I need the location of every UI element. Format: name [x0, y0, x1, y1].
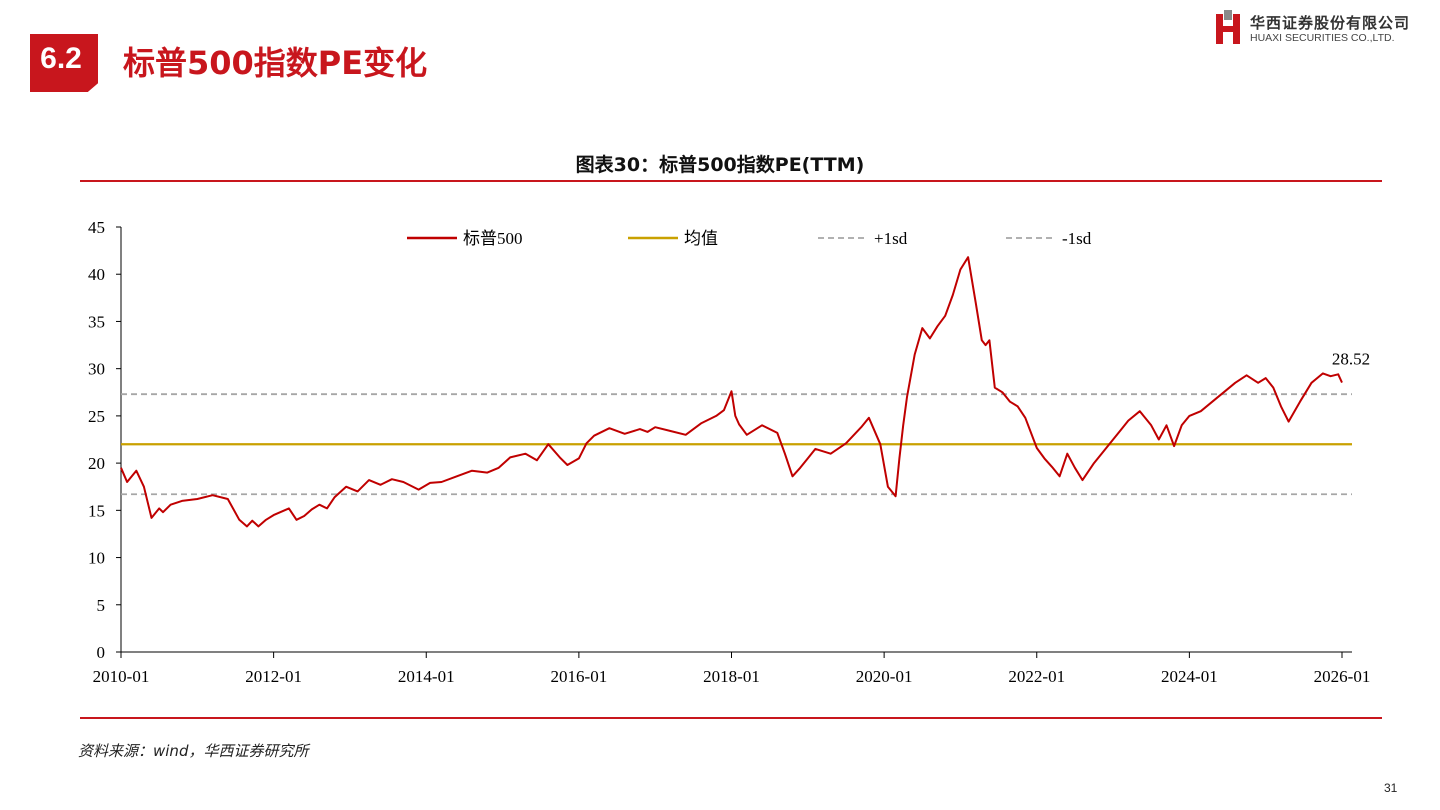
y-tick-label: 15 [88, 501, 105, 520]
x-tick-label: 2026-01 [1314, 667, 1371, 686]
y-tick-label: 25 [88, 407, 105, 426]
legend-item: -1sd [1006, 229, 1092, 248]
x-tick-label: 2020-01 [856, 667, 913, 686]
section-number: 6.2 [40, 42, 82, 75]
y-tick-label: 35 [88, 312, 105, 331]
y-tick-label: 5 [97, 596, 106, 615]
legend-item: +1sd [818, 229, 908, 248]
legend-label: -1sd [1062, 229, 1092, 248]
legend-item: 标普500 [407, 229, 523, 248]
x-tick-label: 2018-01 [703, 667, 760, 686]
sp500-pe-line [120, 256, 1343, 528]
x-tick-label: 2024-01 [1161, 667, 1218, 686]
y-tick-label: 30 [88, 360, 105, 379]
bottom-rule [80, 717, 1382, 719]
legend-label: 均值 [684, 229, 718, 248]
company-name-cn: 华西证券股份有限公司 [1250, 14, 1411, 32]
x-tick-label: 2016-01 [551, 667, 608, 686]
company-logo: 华西证券股份有限公司 HUAXI SECURITIES CO.,LTD. [1214, 10, 1426, 50]
figure-title: 图表30：标普500指数PE(TTM) [575, 154, 865, 176]
source-note: 资料来源：wind，华西证券研究所 [78, 742, 309, 760]
y-tick-label: 20 [88, 454, 105, 473]
huaxi-logo-icon [1216, 10, 1240, 44]
last-value-label: 28.52 [1332, 350, 1370, 369]
legend-item: 均值 [628, 229, 718, 248]
top-rule [80, 180, 1382, 182]
section-badge: 6.2 [30, 34, 98, 92]
legend-label: 标普500 [463, 229, 523, 248]
page-number: 31 [1384, 781, 1398, 795]
x-tick-label: 2010-01 [93, 667, 150, 686]
legend-label: +1sd [874, 229, 908, 248]
x-tick-label: 2022-01 [1008, 667, 1065, 686]
y-tick-label: 10 [88, 549, 105, 568]
slide-title: 标普500指数PE变化 [123, 44, 428, 82]
x-tick-label: 2012-01 [245, 667, 302, 686]
y-tick-label: 45 [88, 218, 105, 237]
y-tick-label: 0 [97, 643, 106, 662]
y-tick-label: 40 [88, 265, 105, 284]
company-name-en: HUAXI SECURITIES CO.,LTD. [1250, 32, 1395, 44]
x-tick-label: 2014-01 [398, 667, 455, 686]
